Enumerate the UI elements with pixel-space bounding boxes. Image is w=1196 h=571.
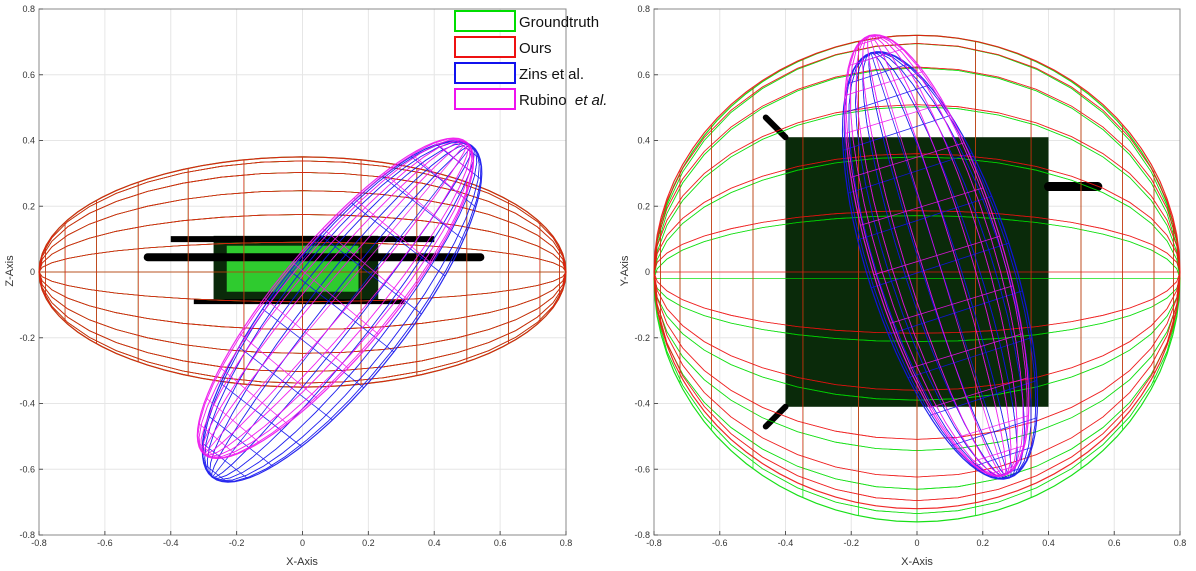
x-tick-label: 0.4 — [428, 538, 441, 548]
x-tick-label: -0.4 — [778, 538, 794, 548]
x-tick-label: 0.6 — [494, 538, 507, 548]
y-tick-label: 0 — [30, 267, 35, 277]
x-tick-label: -0.6 — [97, 538, 113, 548]
y-tick-label: -0.8 — [19, 530, 35, 540]
x-tick-label: -0.2 — [229, 538, 245, 548]
legend-label-zins: Zins et al. — [519, 66, 584, 83]
legend-swatch-groundtruth — [454, 10, 516, 32]
x-tick-label: -0.4 — [163, 538, 179, 548]
xy-plot-panel: -0.8 -0.6 -0.4 -0.2 0 0.2 0.4 0.6 0.8 -0.8 -0.6 -0.… — [619, 4, 1186, 568]
y-tick-label: -0.8 — [634, 530, 650, 540]
series-ours-mesh — [38, 156, 567, 388]
x-tick-label: -0.2 — [843, 538, 859, 548]
y-tick-label: -0.6 — [19, 464, 35, 474]
y-tick-label: 0 — [645, 267, 650, 277]
series-ours-mesh — [653, 34, 1181, 510]
y-tick-label: 0.8 — [22, 4, 35, 14]
y-tick-label: 0.2 — [22, 201, 35, 211]
x-tick-label: -0.8 — [646, 538, 662, 548]
y-tick-label: 0.4 — [637, 136, 650, 146]
x-tick-label: 0.2 — [362, 538, 375, 548]
series-rubino-mesh — [844, 34, 1030, 478]
legend-swatch-rubino — [454, 88, 516, 110]
y-axis-label: Y-Axis — [619, 255, 631, 286]
x-tick-label: 0.2 — [976, 538, 989, 548]
z-axis-label: Z-Axis — [4, 255, 16, 287]
x-axis-label-right: X-Axis — [901, 556, 933, 568]
legend-label-rubino: Rubino et al. — [519, 92, 607, 109]
legend-swatch-ours — [454, 36, 516, 58]
satellite-antenna — [762, 403, 789, 430]
x-tick-label: 0.4 — [1042, 538, 1055, 548]
ellipsoid-meshes — [38, 137, 567, 483]
x-tick-label: -0.6 — [712, 538, 728, 548]
x-axis-label-left: X-Axis — [286, 556, 318, 568]
y-tick-label: -0.6 — [634, 464, 650, 474]
satellite-body — [143, 235, 485, 305]
xz-plot-panel: -0.8 -0.6 -0.4 -0.2 0 0.2 0.4 0.6 0.8 -0.8 -0.6 -0.… — [4, 4, 572, 568]
ellipsoid-meshes — [653, 34, 1181, 523]
y-tick-label: 0.8 — [637, 4, 650, 14]
y-tick-label: 0.4 — [22, 136, 35, 146]
legend-label-ours: Ours — [519, 40, 552, 57]
x-tick-label: 0.8 — [560, 538, 573, 548]
y-tick-label: 0.6 — [637, 70, 650, 80]
y-tick-label: -0.4 — [19, 399, 35, 409]
series-rubino-mesh — [196, 137, 475, 460]
y-tick-label: -0.4 — [634, 399, 650, 409]
x-tick-label: 0 — [300, 538, 305, 548]
y-tick-label: 0.6 — [22, 70, 35, 80]
legend: Groundtruth Ours Zins et al. Rubino et al. — [454, 10, 607, 110]
x-tick-label: -0.8 — [31, 538, 47, 548]
satellite-antenna — [762, 114, 789, 141]
y-tick-label: -0.2 — [19, 333, 35, 343]
legend-label-groundtruth: Groundtruth — [519, 14, 599, 31]
y-tick-label: -0.2 — [634, 333, 650, 343]
legend-swatch-zins — [454, 62, 516, 84]
x-tick-label: 0.8 — [1174, 538, 1187, 548]
x-tick-label: 0.6 — [1108, 538, 1121, 548]
y-tick-label: 0.2 — [637, 201, 650, 211]
x-tick-label: 0 — [914, 538, 919, 548]
